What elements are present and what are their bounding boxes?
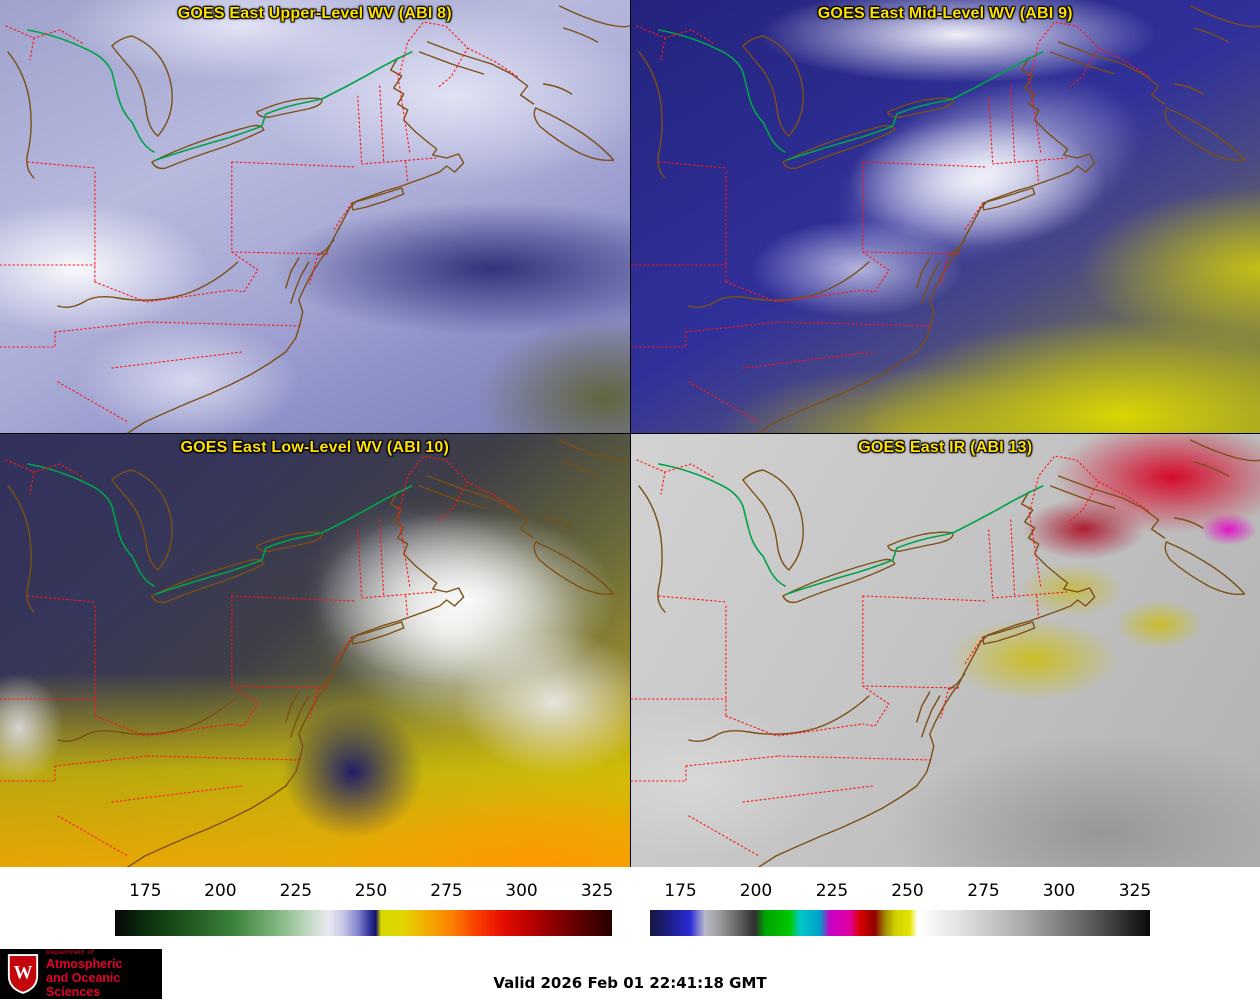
- map-borders-overlay: [0, 5, 630, 433]
- satellite-imagery-low-wv: [0, 434, 630, 867]
- panel-title-ir: GOES East IR (ABI 13): [858, 439, 1033, 456]
- panel-upper-level-wv: GOES East Upper-Level WV (ABI 8): [0, 0, 630, 433]
- ir-colorbar-ticks: 175 200 225 250 275 300 325: [650, 881, 1152, 903]
- tick-label: 275: [967, 881, 1000, 901]
- map-borders-overlay: [630, 5, 1260, 433]
- wv-colorbar-ticks: 175 200 225 250 275 300 325: [115, 881, 614, 903]
- tick-label: 275: [430, 881, 463, 901]
- tick-label: 300: [1042, 881, 1076, 901]
- panel-title-low-wv: GOES East Low-Level WV (ABI 10): [180, 439, 449, 456]
- map-borders-overlay: [630, 439, 1260, 867]
- logo-dept-prefix: Department of: [46, 948, 94, 957]
- tick-label: 225: [815, 881, 849, 901]
- colorbar-strip: 175 200 225 250 275 300 325 175 200 225 …: [0, 867, 1260, 948]
- ir-colorbar-group: 175 200 225 250 275 300 325: [630, 867, 1260, 948]
- tick-label: 175: [664, 881, 697, 901]
- svg-text:W: W: [14, 963, 33, 984]
- panel-mid-level-wv: GOES East Mid-Level WV (ABI 9): [630, 0, 1260, 433]
- satellite-imagery-upper-wv: [0, 0, 630, 433]
- map-borders-overlay: [0, 439, 630, 867]
- wv-colorbar: [115, 910, 612, 936]
- aos-department-logo: W Department of Atmospheric and Oceanic …: [0, 949, 162, 999]
- tick-label: 300: [505, 881, 538, 901]
- tick-label: 250: [354, 881, 388, 901]
- panel-ir: GOES East IR (ABI 13): [630, 434, 1260, 867]
- logo-text: Department of Atmospheric and Oceanic Sc…: [46, 948, 156, 999]
- tick-label: 250: [891, 881, 924, 901]
- satellite-imagery-ir: [630, 434, 1260, 867]
- panel-grid: GOES East Upper-Level WV (ABI 8) GOES Ea…: [0, 0, 1260, 867]
- tick-label: 325: [580, 881, 614, 901]
- tick-label: 200: [204, 881, 237, 901]
- uw-crest-icon: W: [7, 954, 39, 994]
- logo-line-1: Atmospheric: [46, 956, 123, 971]
- wv-colorbar-group: 175 200 225 250 275 300 325: [0, 867, 630, 948]
- panel-low-level-wv: GOES East Low-Level WV (ABI 10): [0, 434, 630, 867]
- valid-time-label: Valid 2026 Feb 01 22:41:18 GMT: [493, 974, 767, 992]
- tick-label: 325: [1118, 881, 1152, 901]
- tick-label: 225: [279, 881, 313, 901]
- satellite-imagery-mid-wv: [630, 0, 1260, 433]
- panel-title-mid-wv: GOES East Mid-Level WV (ABI 9): [817, 5, 1073, 22]
- tick-label: 175: [129, 881, 162, 901]
- logo-line-2: and Oceanic Sciences: [46, 970, 121, 999]
- tick-label: 200: [739, 881, 773, 901]
- panel-title-upper-wv: GOES East Upper-Level WV (ABI 8): [177, 5, 452, 22]
- footer: W Department of Atmospheric and Oceanic …: [0, 948, 1260, 999]
- ir-colorbar: [650, 910, 1150, 936]
